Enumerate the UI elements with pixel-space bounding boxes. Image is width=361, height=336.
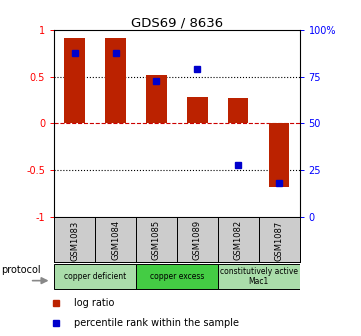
Text: constitutively active
Mac1: constitutively active Mac1 (220, 267, 298, 286)
Bar (105, 38, 126, 124)
Text: GSM1085: GSM1085 (152, 220, 161, 260)
Text: GSM1089: GSM1089 (193, 220, 202, 260)
Bar (177, 217, 218, 262)
Bar (228, 98, 248, 124)
Bar (218, 263, 300, 289)
Bar (187, 97, 208, 124)
Text: GSM1082: GSM1082 (234, 220, 243, 260)
Text: percentile rank within the sample: percentile rank within the sample (74, 318, 239, 328)
Bar (146, 75, 167, 124)
Bar (95, 217, 136, 262)
Bar (218, 217, 259, 262)
Bar (269, 124, 290, 187)
Text: GSM1087: GSM1087 (275, 220, 284, 261)
Bar (54, 263, 136, 289)
Bar (136, 263, 218, 289)
Bar (259, 217, 300, 262)
Bar (54, 217, 95, 262)
Title: GDS69 / 8636: GDS69 / 8636 (131, 16, 223, 29)
Text: protocol: protocol (1, 265, 41, 275)
Bar (64, 38, 85, 124)
Text: copper deficient: copper deficient (64, 272, 126, 281)
Text: log ratio: log ratio (74, 297, 115, 307)
Text: copper excess: copper excess (150, 272, 204, 281)
Bar (136, 217, 177, 262)
Text: GSM1084: GSM1084 (111, 220, 120, 260)
Text: GSM1083: GSM1083 (70, 220, 79, 261)
